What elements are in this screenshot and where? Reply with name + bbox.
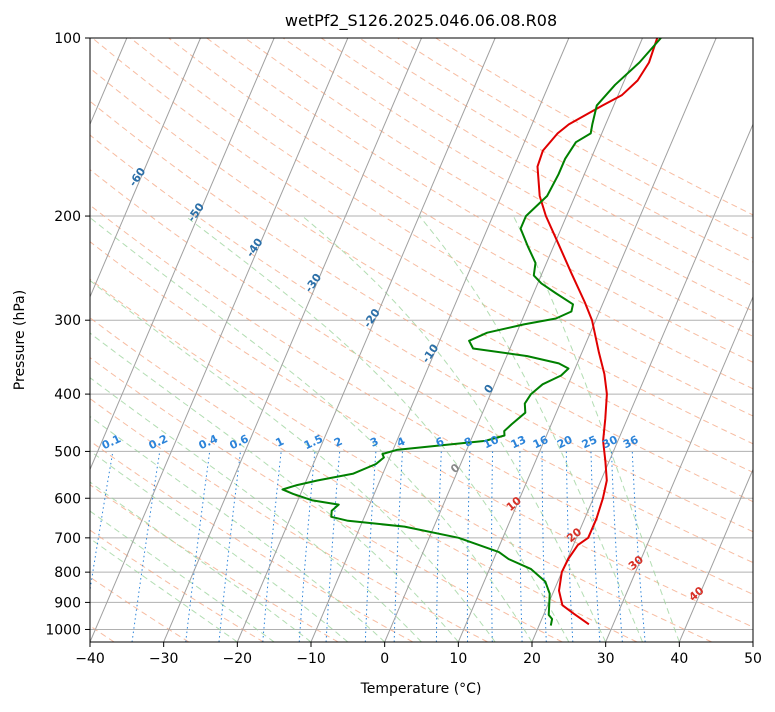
dry-adiabat-line (0, 38, 338, 642)
x-axis-title: Temperature (°C) (360, 681, 482, 697)
y-tick-label: 800 (54, 565, 81, 581)
x-tick-label: −30 (149, 651, 179, 667)
dry-adiabat-line (92, 38, 775, 642)
y-tick-label: 700 (54, 531, 81, 547)
x-tick-label: −10 (296, 651, 326, 667)
chart-title: wetPf2_S126.2025.046.06.08.R08 (285, 11, 557, 31)
dry-adiabat-line (0, 38, 189, 642)
moist-adiabat-line (0, 216, 348, 642)
mixing-ratio-label: 16 (531, 433, 551, 451)
dry-adiabat-line (0, 38, 488, 642)
isotherm-line (237, 38, 495, 642)
mixing-ratio-label: 3 (368, 435, 380, 450)
x-tick-label: 20 (523, 651, 541, 667)
mixing-ratio-line (520, 451, 522, 642)
dry-adiabat-label: 40 (686, 584, 706, 604)
x-tick-label: 10 (449, 651, 467, 667)
y-tick-label: 600 (54, 491, 81, 507)
mixing-ratio-label: 4 (395, 435, 408, 450)
dry-adiabat-line (207, 38, 775, 642)
mixing-ratio-label: 36 (621, 433, 641, 451)
y-axis-title: Pressure (hPa) (12, 290, 28, 390)
x-tick-label: −20 (223, 651, 253, 667)
mixing-ratio-label: 6 (434, 435, 447, 450)
isotherm-line (385, 38, 643, 642)
isotherm-label: -80 (9, 94, 31, 118)
dry-adiabat-line (0, 38, 637, 642)
isotherm-line (0, 38, 201, 642)
moist-adiabat-line (185, 216, 569, 642)
moist-adiabat-line (0, 216, 274, 642)
moist-adiabat-line (419, 216, 642, 642)
mixing-ratio-line (492, 451, 493, 642)
x-tick-label: −40 (75, 651, 105, 667)
x-tick-label: 40 (670, 651, 688, 667)
dry-adiabat-line (245, 38, 775, 642)
dry-adiabat-line (283, 38, 775, 642)
mixing-ratio-label: 20 (555, 433, 575, 451)
y-tick-label: 500 (54, 444, 81, 460)
mixing-ratio-label: 2 (332, 435, 344, 450)
y-tick-label: 100 (54, 31, 81, 47)
mixing-ratio-label: 0.2 (147, 432, 170, 452)
mixing-ratio-line (467, 451, 470, 642)
mixing-ratio-line (186, 451, 210, 642)
mixing-ratio-label: 0.6 (227, 432, 250, 452)
mixing-ratio-label: 13 (509, 433, 528, 451)
mixing-ratio-label: 25 (580, 433, 599, 451)
isotherm-line (606, 38, 775, 642)
x-tick-label: 30 (597, 651, 615, 667)
dry-adiabat-label: 30 (626, 553, 646, 573)
dry-adiabat-line (0, 38, 264, 642)
mixing-ratio-line (436, 451, 441, 642)
dry-adiabat-line (0, 38, 562, 642)
isotherm-line (311, 38, 569, 642)
dry-adiabat-line (130, 38, 775, 642)
moist-adiabat-line (0, 216, 237, 642)
mixing-ratio-label: 0.4 (197, 432, 220, 452)
isotherm-line (164, 38, 422, 642)
y-tick-label: 200 (54, 209, 81, 225)
y-tick-label: 400 (54, 387, 81, 403)
mixing-ratio-label: 0.1 (100, 432, 123, 452)
y-tick-label: 300 (54, 313, 81, 329)
isotherm-line (90, 38, 348, 642)
isotherm-line (753, 38, 775, 642)
mixing-ratio-label: 1.5 (302, 432, 325, 452)
moist-adiabat-line (11, 216, 496, 642)
dry-adiabat-line (436, 38, 775, 642)
mixing-ratio-line (632, 451, 645, 642)
mixing-ratio-line (82, 451, 113, 642)
x-tick-label: 50 (744, 651, 762, 667)
isotherm-line (679, 38, 775, 642)
dry-adiabat-label: 10 (504, 494, 524, 514)
y-tick-label: 900 (54, 595, 81, 611)
dry-adiabat-line (359, 38, 775, 642)
dry-adiabat-line (0, 38, 712, 642)
x-tick-label: 0 (380, 651, 389, 667)
isotherm-label: -70 (68, 130, 90, 154)
y-tick-label: 1000 (45, 622, 81, 638)
dry-adiabat-line (0, 38, 413, 642)
dry-adiabat-line (0, 38, 775, 642)
mixing-ratio-label: 1 (273, 435, 285, 450)
temperature-profile-line (538, 38, 658, 624)
isotherm-line (16, 38, 274, 642)
